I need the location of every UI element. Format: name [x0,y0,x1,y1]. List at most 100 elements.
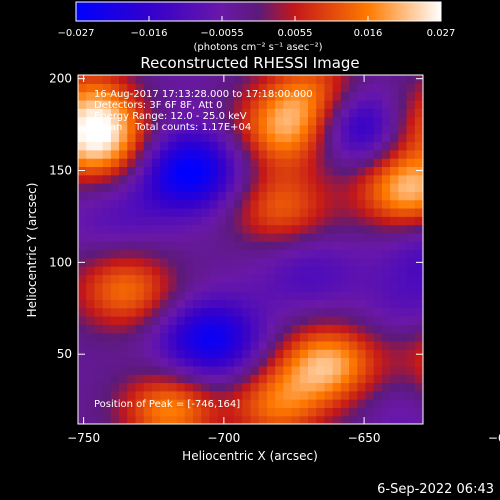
heatmap-cell [225,282,235,292]
heatmap-cell [225,232,235,242]
heatmap-cell [373,183,383,192]
heatmap-cell [176,249,186,259]
heatmap-cell [275,374,284,384]
heatmap-cell [168,83,178,93]
heatmap-cell [266,166,276,176]
heatmap-cell [78,382,87,392]
heatmap-cell [381,99,391,109]
heatmap-cell [160,274,169,284]
heatmap-cell [283,108,293,118]
heatmap-cell [217,257,227,267]
heatmap-cell [78,374,87,384]
heatmap-cell [250,241,260,251]
heatmap-cell [94,191,104,201]
x-tick-label: −750 [67,431,100,445]
heatmap-cell [234,357,243,367]
heatmap-cell [143,299,153,309]
heatmap-cell [381,324,391,334]
heatmap-cell [209,415,219,424]
heatmap-cell [324,340,334,350]
heatmap-cell [283,158,293,168]
heatmap-cell [184,141,194,151]
heatmap-cell [160,407,169,417]
heatmap-cell [143,108,153,118]
heatmap-cell [390,124,399,134]
heatmap-cell [250,340,260,350]
heatmap-cell [102,324,112,334]
heatmap-cell [102,216,112,226]
heatmap-cell [225,116,235,126]
heatmap-cell [86,299,96,309]
heatmap-cell [160,124,169,134]
heatmap-cell [390,116,399,126]
heatmap-cell [78,249,87,259]
heatmap-cell [258,282,268,292]
heatmap-cell [209,174,219,184]
heatmap-cell [349,299,358,309]
heatmap-cell [160,299,169,309]
heatmap-cell [373,274,383,284]
heatmap-cell [225,349,235,359]
heatmap-cell [381,166,391,176]
heatmap-cell [373,399,383,408]
heatmap-cell [151,282,161,292]
heatmap-cell [151,307,161,317]
heatmap-cell [119,224,128,234]
heatmap-cell [127,75,137,84]
heatmap-cell [365,257,375,267]
heatmap-cell [225,141,235,151]
heatmap-cell [160,75,169,84]
heatmap-cell [184,324,194,334]
heatmap-cell [332,149,342,159]
heatmap-cell [316,340,326,350]
heatmap-cell [266,216,276,226]
heatmap-cell [299,399,309,408]
heatmap-cell [283,124,293,134]
heatmap-cell [151,183,161,192]
heatmap-cell [308,266,317,276]
heatmap-cell [266,191,276,201]
heatmap-cell [266,332,276,342]
heatmap-cell [160,141,169,151]
heatmap-cell [332,390,342,400]
heatmap-cell [373,83,383,93]
heatmap-cell [398,191,408,201]
heatmap-cell [143,266,153,276]
heatmap-cell [398,99,408,109]
heatmap-cell [242,315,252,325]
heatmap-cell [168,390,178,400]
heatmap-cell [176,83,186,93]
heatmap-cell [340,133,350,143]
heatmap-cell [365,340,375,350]
heatmap-cell [266,149,276,159]
heatmap-cell [151,191,161,201]
heatmap-cell [110,141,120,151]
heatmap-cell [275,249,284,259]
heatmap-cell [102,349,112,359]
heatmap-cell [168,315,178,325]
heatmap-cell [201,390,211,400]
heatmap-cell [291,274,301,284]
heatmap-cell [340,224,350,234]
heatmap-cell [349,216,358,226]
heatmap-cell [135,124,145,134]
heatmap-cell [283,141,293,151]
heatmap-cell [209,349,219,359]
heatmap-cell [266,382,276,392]
heatmap-cell [275,108,284,118]
heatmap-cell [357,183,367,192]
heatmap-cell [94,91,104,101]
heatmap-cell [225,382,235,392]
heatmap-cell [151,266,161,276]
heatmap-cell [381,199,391,209]
heatmap-cell [250,357,260,367]
heatmap-cell [86,349,96,359]
heatmap-cell [316,274,326,284]
heatmap-cell [349,365,358,375]
heatmap-cell [94,108,104,118]
heatmap-cell [291,266,301,276]
heatmap-cell [160,390,169,400]
heatmap-cell [168,232,178,242]
heatmap-cell [283,291,293,300]
heatmap-cell [86,390,96,400]
